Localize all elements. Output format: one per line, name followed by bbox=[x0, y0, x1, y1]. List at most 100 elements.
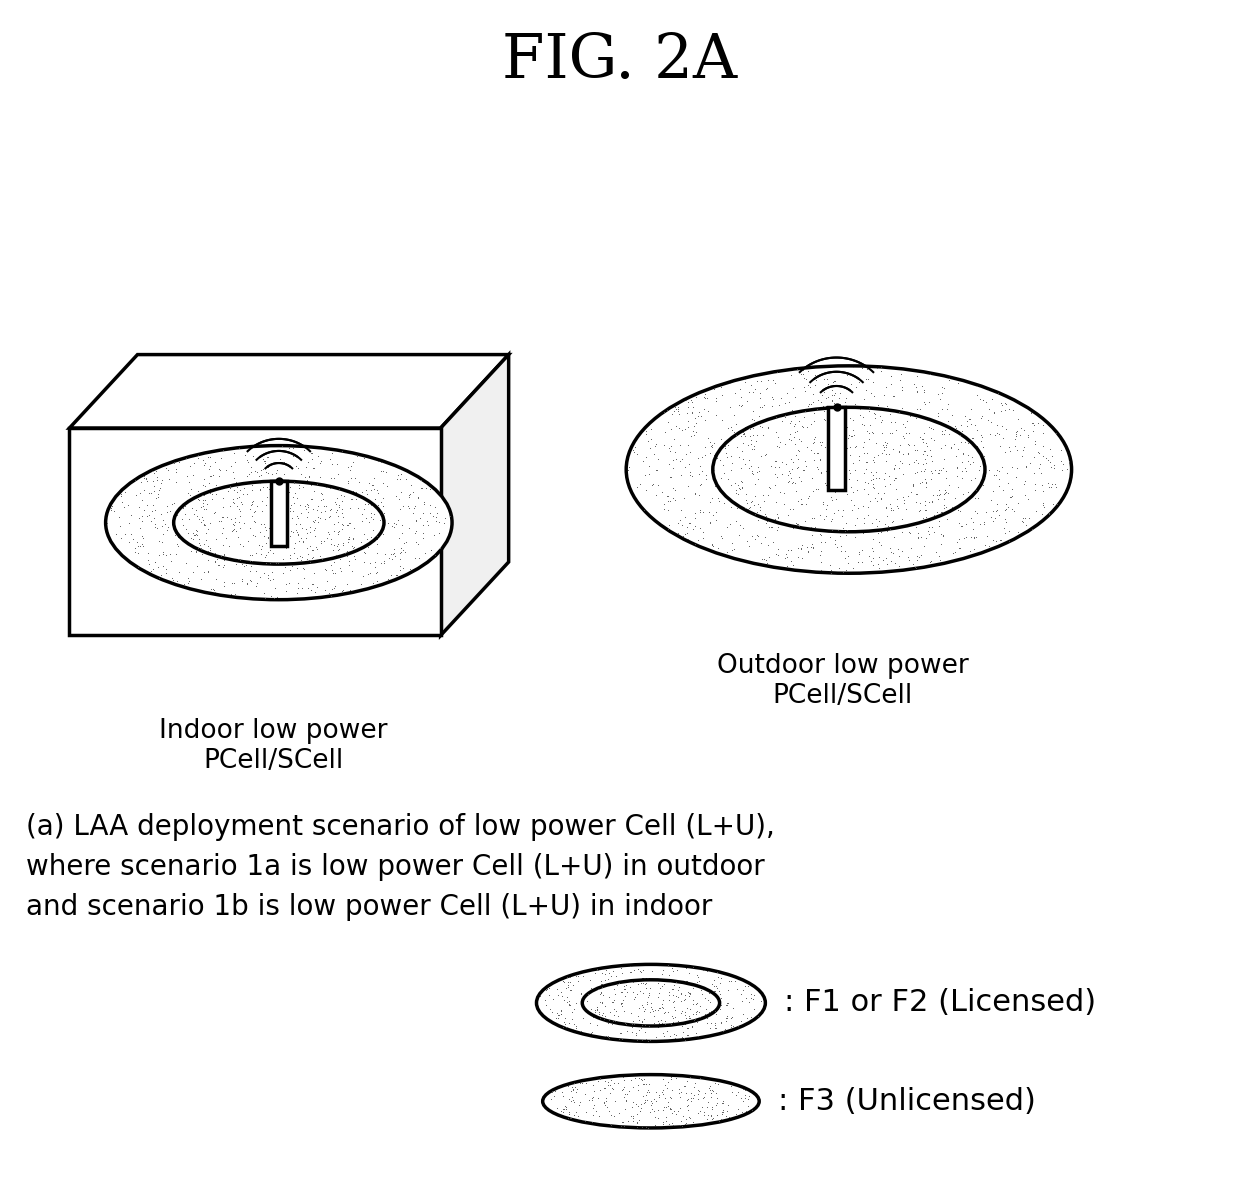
Point bbox=[567, 1018, 587, 1037]
Point bbox=[609, 1029, 629, 1048]
Point bbox=[899, 550, 919, 569]
Point bbox=[672, 1028, 692, 1047]
Point bbox=[870, 406, 890, 425]
Point bbox=[878, 399, 898, 418]
Point bbox=[817, 495, 837, 514]
Point bbox=[911, 505, 931, 524]
Point bbox=[253, 470, 273, 489]
Point bbox=[661, 1088, 681, 1107]
Point bbox=[667, 1011, 687, 1030]
Point bbox=[339, 457, 358, 476]
Point bbox=[692, 980, 712, 999]
Point bbox=[878, 434, 898, 453]
Point bbox=[562, 1081, 582, 1100]
Point bbox=[347, 539, 367, 558]
Point bbox=[867, 359, 887, 378]
Point bbox=[642, 475, 662, 494]
Point bbox=[702, 1083, 722, 1102]
Point bbox=[1006, 468, 1025, 487]
Point bbox=[957, 434, 977, 453]
Point bbox=[997, 494, 1017, 513]
Point bbox=[213, 488, 233, 507]
Point bbox=[987, 466, 1007, 485]
Point bbox=[740, 426, 760, 446]
Point bbox=[921, 518, 941, 537]
Point bbox=[293, 579, 312, 598]
Point bbox=[703, 1108, 723, 1127]
Point bbox=[893, 523, 913, 542]
Point bbox=[184, 524, 203, 543]
Point bbox=[867, 499, 887, 518]
Point bbox=[414, 494, 434, 513]
Point bbox=[601, 1079, 621, 1098]
Point bbox=[627, 1000, 647, 1019]
Point bbox=[622, 973, 642, 992]
Point bbox=[866, 469, 885, 488]
Point bbox=[425, 507, 445, 526]
Point bbox=[326, 495, 346, 514]
Point bbox=[888, 499, 908, 518]
Point bbox=[639, 1016, 658, 1035]
Point bbox=[756, 506, 776, 525]
Point bbox=[304, 459, 324, 478]
Point bbox=[164, 493, 184, 512]
Point bbox=[567, 966, 587, 985]
Point bbox=[733, 479, 753, 498]
Point bbox=[854, 416, 874, 435]
Point bbox=[932, 459, 952, 478]
Point bbox=[833, 457, 853, 476]
Point bbox=[665, 975, 684, 994]
Point bbox=[590, 1069, 610, 1088]
Point bbox=[595, 997, 615, 1016]
Point bbox=[646, 1116, 666, 1135]
Point bbox=[862, 499, 882, 518]
Point bbox=[255, 545, 275, 564]
Point bbox=[325, 514, 345, 533]
Point bbox=[575, 1085, 595, 1104]
Point bbox=[311, 549, 331, 568]
Point bbox=[237, 556, 257, 575]
Point bbox=[900, 488, 920, 507]
Point bbox=[875, 514, 895, 533]
Point bbox=[636, 448, 656, 467]
Point bbox=[844, 527, 864, 546]
Point bbox=[136, 472, 156, 491]
Point bbox=[201, 580, 221, 599]
Point bbox=[945, 461, 965, 480]
Point bbox=[806, 371, 826, 390]
Point bbox=[325, 493, 345, 512]
Point bbox=[844, 425, 864, 444]
Point bbox=[337, 519, 357, 538]
Point bbox=[915, 495, 935, 514]
Point bbox=[895, 499, 915, 518]
Point bbox=[744, 986, 764, 1005]
Point bbox=[787, 455, 807, 474]
Point bbox=[723, 454, 743, 473]
Point bbox=[554, 1009, 574, 1028]
Point bbox=[311, 484, 331, 503]
Point bbox=[300, 501, 320, 520]
Point bbox=[973, 476, 993, 495]
Point bbox=[678, 411, 698, 430]
Point bbox=[898, 410, 918, 429]
Point bbox=[913, 478, 932, 497]
Point bbox=[732, 396, 751, 415]
Text: FIG. 2A: FIG. 2A bbox=[502, 31, 738, 91]
Point bbox=[914, 462, 934, 481]
Point bbox=[582, 1091, 601, 1110]
Point bbox=[856, 511, 875, 530]
Point bbox=[270, 449, 290, 468]
Point bbox=[859, 404, 879, 423]
Point bbox=[253, 523, 273, 542]
Point bbox=[863, 555, 883, 574]
Point bbox=[926, 449, 946, 468]
Point bbox=[724, 384, 744, 403]
Point bbox=[202, 539, 222, 558]
Point bbox=[294, 532, 314, 551]
Point bbox=[795, 484, 815, 503]
Point bbox=[951, 517, 971, 536]
Point bbox=[785, 417, 805, 436]
Point bbox=[1007, 440, 1027, 459]
Point bbox=[918, 446, 937, 465]
Point bbox=[904, 435, 924, 454]
